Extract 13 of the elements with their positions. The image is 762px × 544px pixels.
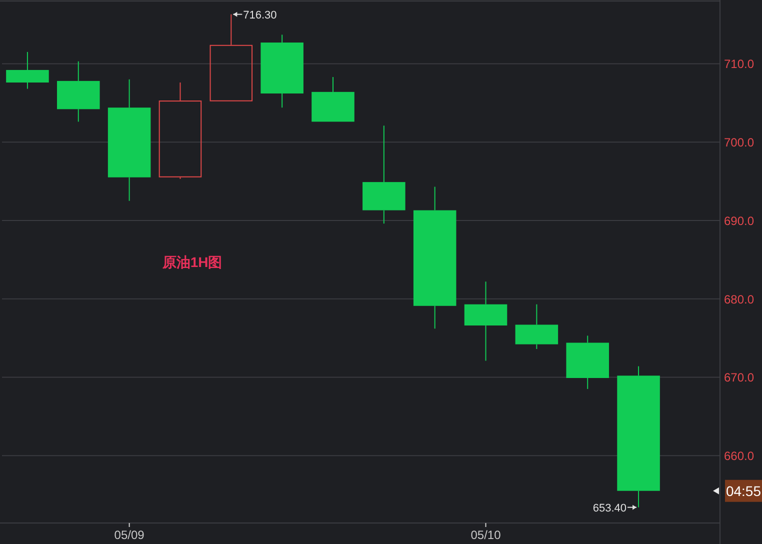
y-tick-label: 660.0 <box>724 449 754 464</box>
y-tick-label: 680.0 <box>724 292 754 306</box>
low-label: 653.40 <box>592 502 638 514</box>
x-tick-label: 05/09 <box>114 528 145 542</box>
text: 原油1H图 <box>161 254 222 270</box>
y-tick-label: 710.0 <box>724 57 754 72</box>
y-tick-label: 700.0 <box>724 136 754 150</box>
y-tick-label: 670.0 <box>724 370 754 385</box>
y-tick-label: 690.0 <box>724 214 754 228</box>
high-label: 716.30 <box>232 9 277 22</box>
x-tick-label: 05/10 <box>470 528 502 542</box>
annotation: 716.30 <box>243 9 277 22</box>
annotation: 653.40 <box>592 502 627 514</box>
